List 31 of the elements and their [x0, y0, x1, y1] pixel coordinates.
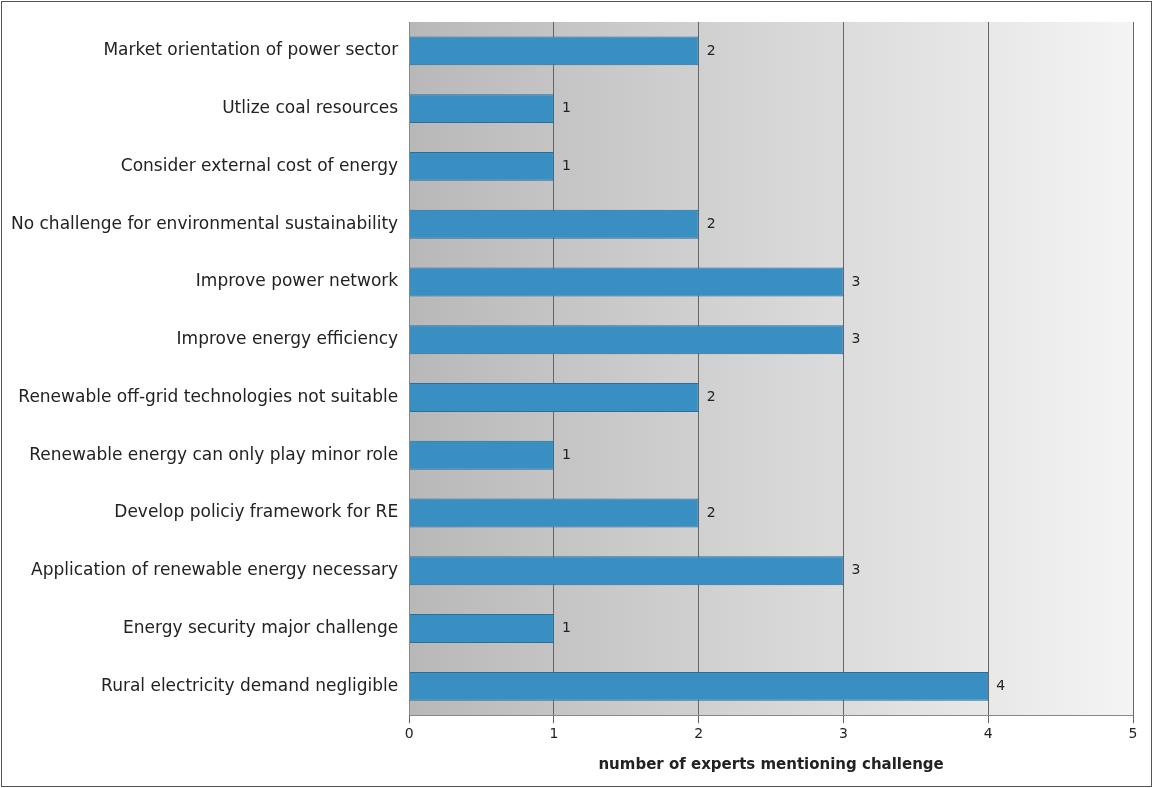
x-tick-label: 5 — [1128, 725, 1138, 742]
y-tick-label: Improve energy efficiency — [176, 328, 399, 349]
data-label: 3 — [851, 561, 861, 578]
x-tick-label: 4 — [983, 725, 993, 742]
y-tick-label: Develop policiy framework for RE — [114, 501, 399, 522]
data-label: 1 — [561, 445, 571, 462]
data-label: 1 — [561, 157, 571, 174]
y-tick-label: No challenge for environmental sustainability — [10, 212, 399, 233]
y-tick-label: Consider external cost of energy — [120, 154, 399, 175]
y-tick-label: Utlize coal resources — [222, 97, 399, 118]
y-tick-label: Application of renewable energy necessary — [31, 559, 399, 580]
data-label: 2 — [706, 503, 716, 520]
y-tick-label: Renewable energy can only play minor role — [29, 443, 399, 464]
data-label: 3 — [851, 272, 861, 289]
data-label: 2 — [706, 41, 716, 58]
data-label: 1 — [561, 619, 571, 636]
y-tick-label: Market orientation of power sector — [103, 39, 399, 60]
x-tick-label: 3 — [839, 725, 848, 742]
x-axis-title: number of experts mentioning challenge — [598, 754, 944, 773]
x-tick-label: 0 — [404, 725, 414, 742]
data-label: 3 — [851, 330, 861, 347]
y-tick-label: Improve power network — [195, 270, 399, 291]
data-label: 2 — [706, 388, 716, 405]
x-tick-label: 1 — [549, 725, 559, 742]
data-label: 2 — [706, 214, 716, 231]
y-tick-label: Rural electricity demand negligible — [101, 674, 399, 695]
y-tick-label: Renewable off-grid technologies not suitable — [18, 385, 399, 406]
data-label: 1 — [561, 99, 571, 116]
data-label: 4 — [996, 676, 1006, 693]
y-tick-label: Energy security major challenge — [122, 616, 399, 637]
x-tick-label: 2 — [694, 725, 704, 742]
